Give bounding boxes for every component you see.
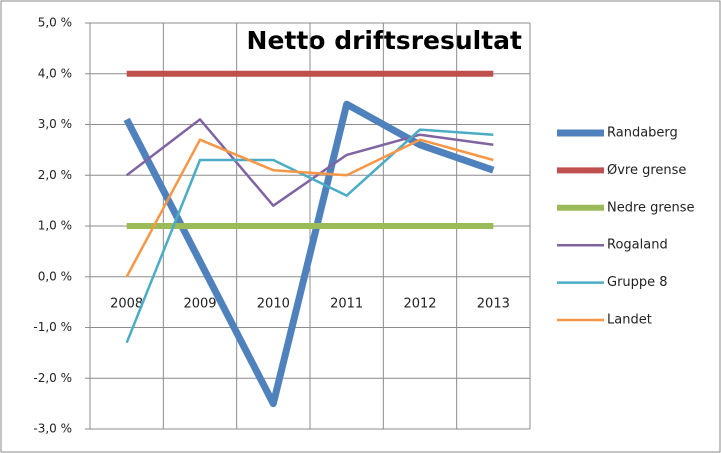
y-tick-label: 3,0 % [38, 117, 72, 131]
x-tick-label: 2008 [110, 296, 143, 311]
y-tick-label: 4,0 % [38, 66, 72, 80]
y-tick-label: -1,0 % [33, 320, 72, 334]
series-line [123, 100, 495, 408]
y-tick-label: 5,0 % [38, 16, 72, 30]
x-tick-label: 2012 [403, 296, 436, 311]
x-tick-label: 2009 [183, 296, 216, 311]
legend-label: Randaberg [607, 126, 678, 141]
x-tick-label: 2013 [477, 296, 510, 311]
y-tick-label: 2,0 % [38, 168, 72, 182]
y-tick-label: 1,0 % [38, 219, 72, 233]
legend-label: Rogaland [607, 238, 668, 253]
y-tick-label: -3,0 % [33, 422, 72, 436]
x-tick-label: 2010 [257, 296, 290, 311]
y-tick-label: 0,0 % [38, 269, 72, 283]
series-line [125, 138, 494, 278]
series-line [125, 118, 494, 207]
legend-label: Øvre grense [607, 163, 686, 178]
series-line [125, 128, 494, 344]
chart-title: Netto driftsresultat [247, 26, 523, 55]
x-tick-label: 2011 [330, 296, 363, 311]
legend-label: Landet [607, 313, 652, 328]
y-tick-label: -2,0 % [33, 371, 72, 385]
legend-label: Nedre grense [607, 200, 694, 215]
legend-label: Gruppe 8 [607, 275, 668, 290]
